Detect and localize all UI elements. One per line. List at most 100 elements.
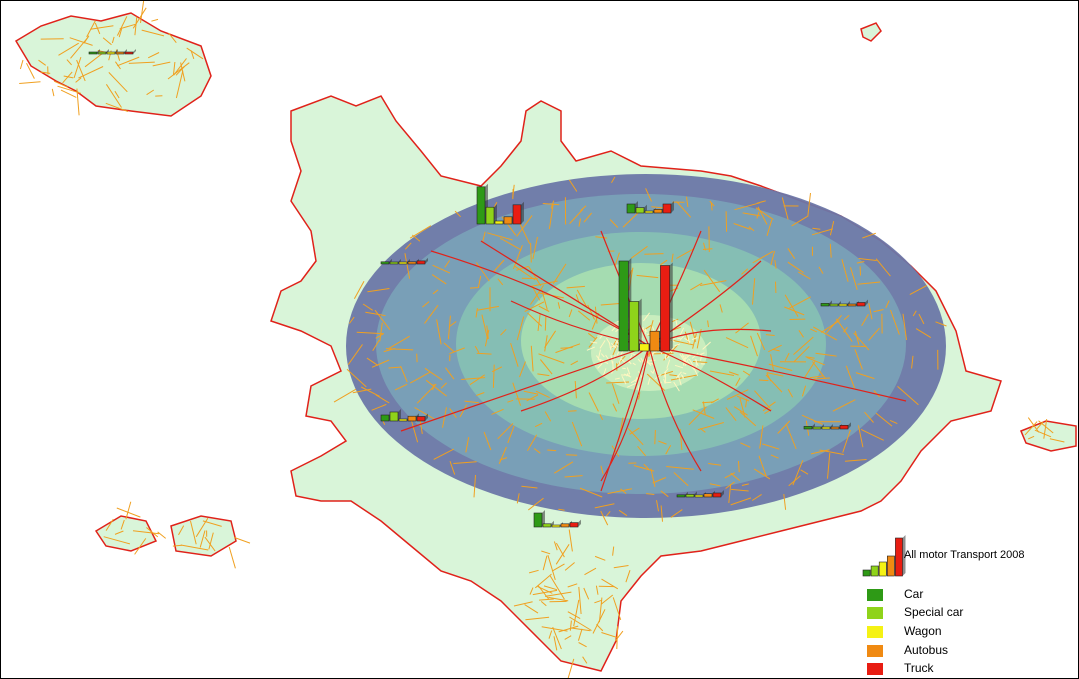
- road-segment: [600, 510, 609, 526]
- road-segment: [424, 367, 443, 381]
- road-segment: [567, 583, 578, 588]
- road-segment: [609, 219, 619, 228]
- zone-chart-south-east[interactable]: [676, 490, 724, 498]
- road-segment: [190, 520, 197, 545]
- chart-bar-shadow: [494, 204, 497, 224]
- road-segment: [409, 225, 432, 239]
- zone-chart-north-east[interactable]: [626, 201, 674, 214]
- road-segment: [486, 325, 489, 339]
- road-segment: [548, 204, 554, 230]
- road-segment: [147, 52, 160, 59]
- chart-bar-car: [88, 51, 98, 55]
- zone-chart-west-lower[interactable]: [380, 409, 428, 422]
- road-segment: [755, 207, 774, 221]
- legend-title: All motor Transport 2008: [904, 549, 1025, 561]
- road-segment: [346, 368, 367, 388]
- road-segment-core: [647, 378, 651, 385]
- road-segment: [102, 37, 112, 46]
- road-segment: [76, 59, 86, 82]
- road-segment: [528, 569, 539, 574]
- road-segment: [26, 62, 35, 79]
- zone-chart-east-lower[interactable]: [803, 422, 851, 430]
- road-segment-core: [675, 371, 682, 379]
- bar-chart-symbols: [88, 49, 868, 528]
- road-segment: [857, 425, 864, 448]
- road-segment: [105, 84, 122, 108]
- road-segment: [195, 517, 209, 538]
- road-segment: [516, 493, 520, 504]
- road-segment: [724, 472, 736, 479]
- district-boundary-line: [400, 345, 650, 432]
- road-segment-core: [692, 366, 699, 377]
- road-segment: [620, 488, 627, 494]
- chart-bar-autobus: [407, 261, 417, 265]
- road-segment: [151, 18, 159, 22]
- road-segment: [493, 259, 505, 273]
- road-segment: [530, 280, 558, 287]
- road-segment: [347, 344, 363, 365]
- road-segment: [578, 586, 582, 615]
- road-segment: [539, 598, 554, 601]
- road-segment: [686, 196, 689, 208]
- road-segment: [348, 316, 355, 324]
- chart-bar-car: [820, 303, 830, 307]
- road-segment: [530, 345, 534, 372]
- road-segment: [832, 399, 856, 412]
- road-segment: [549, 575, 565, 600]
- road-segment: [190, 50, 195, 60]
- road-segment: [543, 585, 558, 591]
- road-segment: [548, 630, 553, 639]
- road-segment: [733, 223, 751, 230]
- zone-chart-south[interactable]: [533, 510, 581, 528]
- zone-chart-west-upper[interactable]: [380, 257, 428, 265]
- road-segment: [526, 394, 539, 402]
- road-segment: [600, 594, 614, 605]
- chart-bar-car: [533, 512, 543, 528]
- road-segment: [567, 658, 575, 678]
- road-segment: [594, 599, 603, 604]
- road-segment: [537, 373, 550, 377]
- chart-bar-car: [380, 414, 390, 422]
- road-segment-core: [650, 370, 654, 374]
- zone-chart-far-north-west[interactable]: [88, 49, 136, 55]
- chart-bar-special-car: [389, 411, 399, 422]
- road-segment-core: [586, 346, 595, 351]
- chart-bar-wagon: [551, 524, 561, 528]
- zone-chart-center[interactable]: [618, 258, 673, 352]
- road-segment: [692, 333, 697, 349]
- road-segment: [411, 420, 419, 443]
- road-segment-core: [655, 374, 662, 380]
- road-segment: [152, 61, 171, 67]
- road-segment: [745, 398, 748, 408]
- road-segment: [528, 266, 542, 287]
- road-segment-core: [600, 353, 605, 358]
- road-segment: [889, 419, 898, 425]
- road-segment-core: [700, 354, 703, 361]
- road-segment: [612, 546, 615, 556]
- road-segment: [762, 443, 780, 450]
- road-segment: [550, 200, 555, 209]
- road-segment: [570, 360, 579, 366]
- road-segment: [810, 328, 818, 333]
- road-segment: [587, 332, 597, 340]
- road-segment-core: [628, 354, 633, 363]
- road-segment: [544, 411, 552, 422]
- road-segment-core: [681, 353, 687, 363]
- road-segment: [855, 372, 875, 380]
- road-segment: [532, 589, 558, 596]
- road-segment: [873, 309, 884, 313]
- zone-chart-east-upper[interactable]: [820, 299, 868, 307]
- road-segment: [425, 379, 447, 397]
- road-segment: [449, 461, 456, 475]
- road-segment-core: [679, 327, 685, 337]
- road-segment-core: [626, 382, 637, 388]
- road-segment: [38, 59, 46, 66]
- chart-bar-truck: [416, 260, 426, 265]
- road-segment: [444, 260, 451, 268]
- road-segment: [854, 349, 863, 370]
- zone-chart-north-west[interactable]: [476, 183, 524, 225]
- chart-bar-car: [476, 186, 486, 225]
- road-segment: [785, 423, 797, 450]
- road-segment: [758, 455, 767, 478]
